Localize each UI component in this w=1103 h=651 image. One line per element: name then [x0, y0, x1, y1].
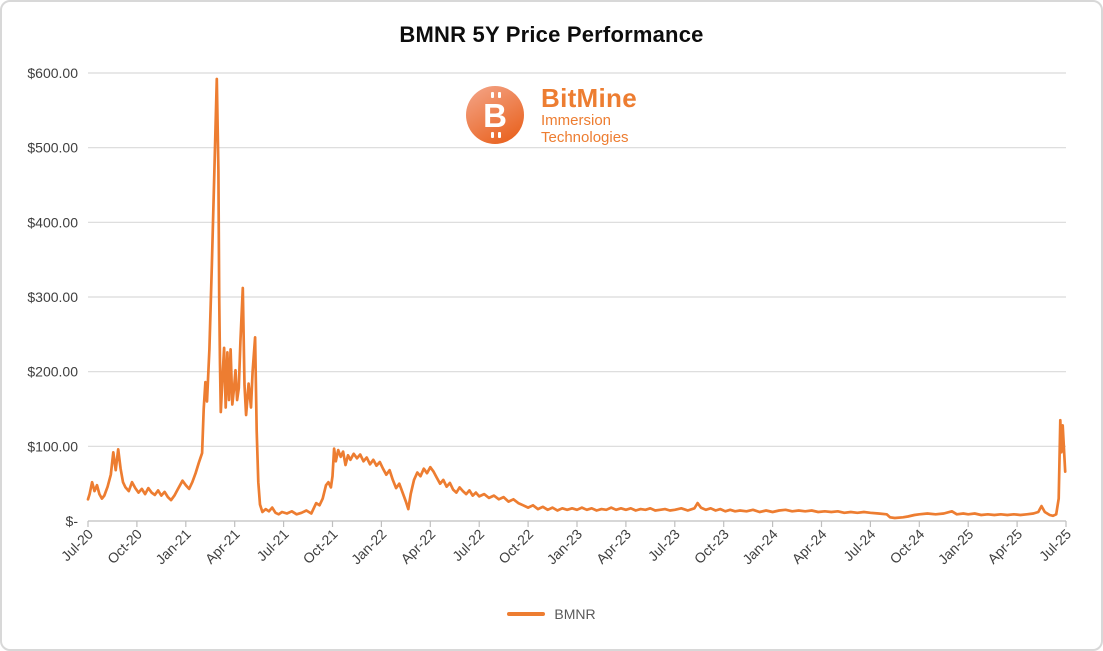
bmnr-price-line: [86, 77, 1067, 520]
y-axis-label: $200.00: [27, 364, 78, 380]
y-axis-label: $300.00: [27, 289, 78, 305]
x-axis-label: Apr-24: [789, 526, 830, 567]
x-axis-label: Apr-22: [397, 526, 438, 567]
x-axis-label: Jan-25: [935, 526, 977, 568]
x-axis-label: Jan-21: [152, 526, 194, 568]
x-axis-label: Oct-22: [495, 526, 536, 567]
y-axis-label: $100.00: [27, 438, 78, 454]
x-axis-label: Jul-20: [58, 526, 96, 564]
chart-title: BMNR 5Y Price Performance: [399, 22, 704, 47]
x-axis-label: Apr-23: [593, 526, 634, 567]
x-axis-label: Apr-21: [202, 526, 243, 567]
x-axis-label: Jan-24: [739, 526, 781, 568]
y-axis-label: $500.00: [27, 140, 78, 156]
y-axis-label: $-: [66, 513, 79, 529]
x-axis-label: Apr-25: [984, 526, 1025, 567]
x-axis-label: Jul-21: [253, 526, 291, 564]
x-axis-label: Oct-20: [104, 526, 145, 567]
x-axis-label: Jul-25: [1036, 526, 1074, 564]
y-axis-label: $600.00: [27, 65, 78, 81]
x-axis-label: Jul-23: [645, 526, 683, 564]
legend-series-line-swatch: [507, 612, 546, 616]
x-axis-label: Oct-23: [691, 526, 732, 567]
x-axis-label: Jul-24: [840, 526, 878, 564]
chart-legend: BMNR: [0, 606, 1103, 622]
x-axis-label: Jan-22: [348, 526, 390, 568]
x-axis-label: Oct-24: [886, 526, 927, 567]
x-axis-label: Oct-21: [300, 526, 341, 567]
legend-series-label: BMNR: [554, 606, 596, 622]
x-axis-label: Jan-23: [544, 526, 586, 568]
y-axis-label: $400.00: [27, 214, 78, 230]
x-axis-label: Jul-22: [449, 526, 487, 564]
